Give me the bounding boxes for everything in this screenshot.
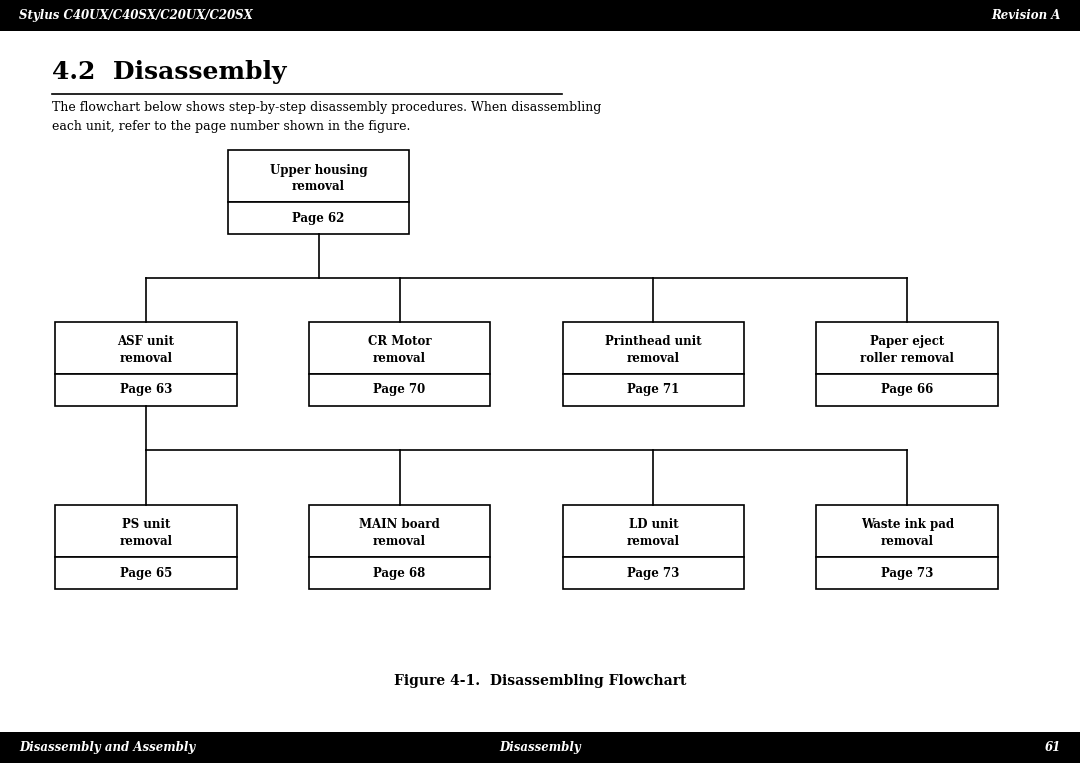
Text: Figure 4-1.  Disassembling Flowchart: Figure 4-1. Disassembling Flowchart bbox=[394, 674, 686, 687]
FancyBboxPatch shape bbox=[0, 0, 1080, 31]
Text: LD unit: LD unit bbox=[629, 518, 678, 531]
Text: roller removal: roller removal bbox=[861, 352, 954, 365]
Text: PS unit: PS unit bbox=[122, 518, 170, 531]
Text: Page 71: Page 71 bbox=[627, 383, 679, 397]
Text: CR Motor: CR Motor bbox=[368, 335, 431, 348]
Text: removal: removal bbox=[373, 352, 427, 365]
Text: Disassembly: Disassembly bbox=[499, 741, 581, 755]
Text: removal: removal bbox=[626, 352, 680, 365]
Text: removal: removal bbox=[373, 535, 427, 548]
Text: removal: removal bbox=[119, 535, 173, 548]
Text: Page 65: Page 65 bbox=[120, 566, 172, 580]
Text: Page 73: Page 73 bbox=[881, 566, 933, 580]
FancyBboxPatch shape bbox=[55, 505, 237, 557]
Text: Upper housing: Upper housing bbox=[270, 163, 367, 176]
Text: ASF unit: ASF unit bbox=[118, 335, 174, 348]
FancyBboxPatch shape bbox=[309, 322, 490, 374]
Text: The flowchart below shows step-by-step disassembly procedures. When disassemblin: The flowchart below shows step-by-step d… bbox=[52, 101, 602, 133]
FancyBboxPatch shape bbox=[228, 202, 409, 234]
Text: 61: 61 bbox=[1044, 741, 1061, 755]
FancyBboxPatch shape bbox=[309, 505, 490, 557]
FancyBboxPatch shape bbox=[816, 557, 998, 589]
Text: Revision A: Revision A bbox=[991, 8, 1061, 22]
FancyBboxPatch shape bbox=[0, 732, 1080, 763]
Text: Page 70: Page 70 bbox=[374, 383, 426, 397]
FancyBboxPatch shape bbox=[55, 322, 237, 374]
Text: Page 62: Page 62 bbox=[293, 211, 345, 225]
Text: Page 73: Page 73 bbox=[627, 566, 679, 580]
Text: removal: removal bbox=[119, 352, 173, 365]
Text: Disassembly and Assembly: Disassembly and Assembly bbox=[19, 741, 195, 755]
Text: MAIN board: MAIN board bbox=[360, 518, 440, 531]
FancyBboxPatch shape bbox=[55, 557, 237, 589]
FancyBboxPatch shape bbox=[563, 374, 744, 406]
FancyBboxPatch shape bbox=[816, 505, 998, 557]
FancyBboxPatch shape bbox=[228, 150, 409, 202]
FancyBboxPatch shape bbox=[563, 557, 744, 589]
Text: Waste ink pad: Waste ink pad bbox=[861, 518, 954, 531]
FancyBboxPatch shape bbox=[55, 374, 237, 406]
FancyBboxPatch shape bbox=[563, 505, 744, 557]
Text: Page 66: Page 66 bbox=[881, 383, 933, 397]
Text: Page 68: Page 68 bbox=[374, 566, 426, 580]
FancyBboxPatch shape bbox=[816, 374, 998, 406]
Text: Stylus C40UX/C40SX/C20UX/C20SX: Stylus C40UX/C40SX/C20UX/C20SX bbox=[19, 8, 253, 22]
Text: Printhead unit: Printhead unit bbox=[605, 335, 702, 348]
Text: removal: removal bbox=[292, 180, 346, 193]
FancyBboxPatch shape bbox=[309, 557, 490, 589]
Text: 4.2  Disassembly: 4.2 Disassembly bbox=[52, 60, 286, 83]
Text: removal: removal bbox=[880, 535, 934, 548]
Text: removal: removal bbox=[626, 535, 680, 548]
FancyBboxPatch shape bbox=[309, 374, 490, 406]
FancyBboxPatch shape bbox=[563, 322, 744, 374]
FancyBboxPatch shape bbox=[816, 322, 998, 374]
Text: Page 63: Page 63 bbox=[120, 383, 172, 397]
Text: Paper eject: Paper eject bbox=[870, 335, 944, 348]
